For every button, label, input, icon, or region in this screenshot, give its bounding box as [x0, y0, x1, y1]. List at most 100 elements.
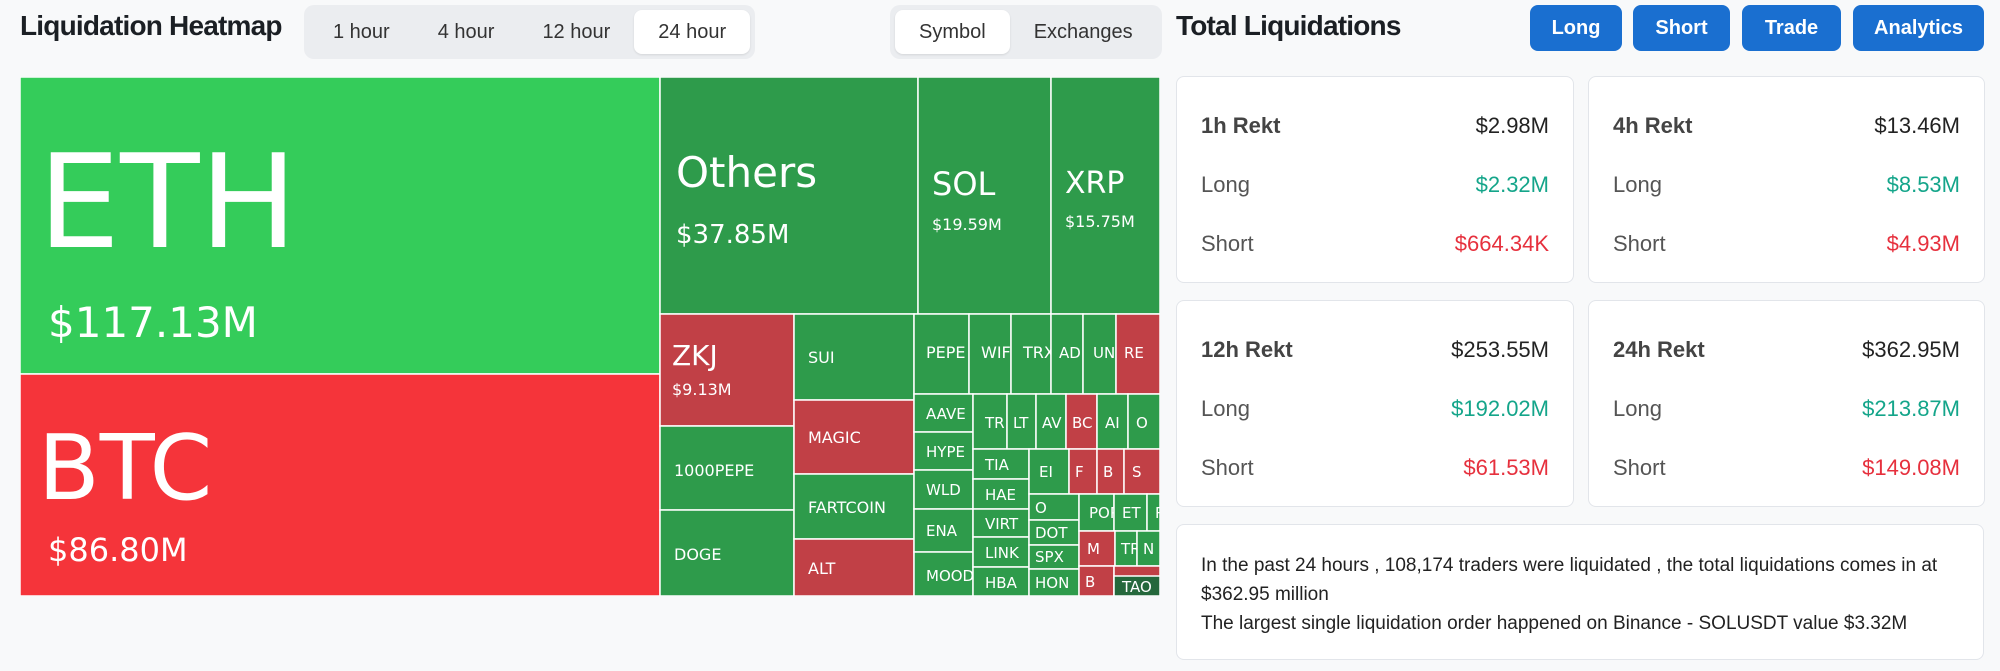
heatmap-symbol: WIF: [981, 343, 1011, 362]
heatmap-tile-un[interactable]: UN: [1082, 313, 1117, 395]
short-button[interactable]: Short: [1633, 5, 1730, 51]
heatmap-tile-bc[interactable]: BC: [1065, 393, 1098, 450]
heatmap-tile-hae[interactable]: HAE: [972, 478, 1030, 510]
heatmap-tile-m[interactable]: M: [1078, 530, 1116, 567]
heatmap-tile-1000pepe[interactable]: 1000PEPE: [659, 425, 795, 511]
heatmap-tile-b[interactable]: B: [1078, 565, 1115, 596]
heatmap-tile-bg: [659, 313, 795, 427]
heatmap-tile-tao[interactable]: TAO: [1113, 575, 1160, 596]
heatmap-symbol: EI: [1039, 463, 1053, 481]
heatmap-tile-virt[interactable]: VIRT: [972, 508, 1030, 538]
tab-exchanges[interactable]: Exchanges: [1033, 21, 1133, 43]
heatmap-tile-wld[interactable]: WLD: [913, 469, 974, 510]
tab-1-hour[interactable]: 1 hour: [333, 21, 390, 43]
heatmap-symbol: HYPE: [926, 443, 965, 461]
tab-4-hour[interactable]: 4 hour: [437, 21, 495, 43]
heatmap-symbol: RI: [1155, 504, 1160, 522]
card-long-value: $192.02M: [1451, 396, 1549, 421]
trade-button[interactable]: Trade: [1742, 5, 1841, 51]
heatmap-tile-wif[interactable]: WIF: [968, 313, 1012, 395]
heatmap-tile-s[interactable]: S: [1123, 448, 1160, 495]
heatmap-tile-trx[interactable]: TRX: [1010, 313, 1055, 395]
card-total: $13.46M: [1874, 113, 1960, 138]
heatmap-tile-ena[interactable]: ENA: [913, 508, 974, 553]
heatmap-tile-fartcoin[interactable]: FARTCOIN: [793, 473, 915, 540]
heatmap-tile-sui[interactable]: SUI: [793, 313, 915, 401]
heatmap-tile-pepe[interactable]: PEPE: [913, 313, 970, 395]
heatmap-tile-o[interactable]: O: [1127, 393, 1160, 450]
heatmap-symbol: N: [1143, 540, 1154, 558]
heatmap-symbol: WLD: [926, 481, 961, 499]
heatmap-tile-bg: [1115, 313, 1160, 395]
heatmap-symbol: ETH: [38, 126, 297, 278]
heatmap-tile-ri[interactable]: RI: [1146, 493, 1160, 532]
tab-symbol[interactable]: Symbol: [895, 10, 1010, 54]
heatmap-symbol: AD: [1059, 344, 1081, 362]
card-short-label: Short: [1613, 231, 1666, 256]
heatmap-tile-bg: [793, 399, 915, 475]
heatmap-symbol: PEPE: [926, 343, 966, 362]
heatmap-symbol: VIRT: [985, 515, 1019, 533]
heatmap-tile-zkj[interactable]: ZKJ $9.13M: [659, 313, 795, 427]
heatmap-value: $37.85M: [676, 220, 789, 250]
heatmap-value: $86.80M: [48, 531, 188, 569]
tab-12-hour[interactable]: 12 hour: [542, 21, 611, 43]
heatmap-symbol: RE: [1124, 344, 1144, 362]
heatmap-tile-doge[interactable]: DOGE: [659, 509, 795, 596]
heatmap-tile-pop[interactable]: POP: [1078, 493, 1119, 532]
heatmap-tile-hon[interactable]: HON: [1028, 568, 1080, 596]
heatmap-tile-tr[interactable]: TR: [972, 393, 1008, 450]
heatmap-symbol: DOT: [1035, 524, 1068, 542]
heatmap-symbol: O: [1136, 414, 1148, 432]
heatmap-tile-bg: [913, 508, 974, 553]
heatmap-tile-link[interactable]: LINK: [972, 536, 1030, 568]
card-4h-rekt: 4h Rekt $13.46M Long $8.53M Short $4.93M: [1588, 76, 1985, 283]
heatmap-tile-aave[interactable]: AAVE: [913, 393, 974, 433]
heatmap-symbol: BTC: [38, 416, 212, 521]
heatmap-symbol: TRX: [1022, 343, 1055, 362]
heatmap-tile-ad[interactable]: AD: [1050, 313, 1084, 395]
heatmap-tile-tia[interactable]: TIA: [972, 448, 1030, 480]
card-12h-rekt: 12h Rekt $253.55M Long $192.02M Short $61.5…: [1176, 300, 1574, 507]
heatmap-tile-lt[interactable]: LT: [1006, 393, 1037, 450]
heatmap-tile-hype[interactable]: HYPE: [913, 431, 974, 471]
heatmap-tile-xrp[interactable]: XRP $15.75M: [1050, 77, 1160, 315]
heatmap-tile-ei[interactable]: EI: [1028, 448, 1070, 495]
heatmap-value: $19.59M: [932, 215, 1002, 234]
heatmap-symbol: ENA: [926, 522, 958, 540]
tab-24-hour[interactable]: 24 hour: [634, 10, 751, 54]
heatmap-symbol: AAVE: [926, 405, 966, 423]
heatmap-symbol: O: [1035, 499, 1047, 517]
heatmap-tile-sol[interactable]: SOL $19.59M: [917, 77, 1052, 315]
card-period: 4h Rekt: [1613, 113, 1693, 138]
heatmap-tile-mood[interactable]: MOOD: [913, 551, 974, 596]
heatmap-tile-n[interactable]: N: [1136, 530, 1160, 567]
heatmap-tile-spx[interactable]: SPX: [1028, 544, 1080, 570]
heatmap-tile-bg: [793, 313, 915, 401]
heatmap-tile-bg: [913, 431, 974, 471]
heatmap-tile-f[interactable]: F: [1068, 448, 1098, 495]
analytics-button[interactable]: Analytics: [1853, 5, 1984, 51]
heatmap-symbol: POP: [1089, 504, 1119, 522]
heatmap-tile-bg: [20, 77, 661, 375]
heatmap-tile-bg: [1078, 565, 1115, 596]
heatmap-tile-bg: [1050, 77, 1160, 315]
heatmap-tile-magic[interactable]: MAGIC: [793, 399, 915, 475]
heatmap-tile-btc[interactable]: BTC $86.80M: [20, 373, 661, 596]
card-short-label: Short: [1201, 455, 1254, 480]
heatmap-tile-alt[interactable]: ALT: [793, 538, 915, 596]
heatmap-tile-re[interactable]: RE: [1115, 313, 1160, 395]
heatmap-symbol: ZKJ: [672, 339, 718, 372]
heatmap-tile-ai[interactable]: AI: [1096, 393, 1129, 450]
long-button[interactable]: Long: [1530, 5, 1622, 51]
heatmap-tile-hba[interactable]: HBA: [972, 566, 1030, 596]
heatmap-symbol: SPX: [1035, 548, 1064, 566]
heatmap-tile-o[interactable]: O: [1028, 493, 1080, 521]
heatmap-tile-b[interactable]: B: [1096, 448, 1125, 495]
heatmap-tile-av[interactable]: AV: [1035, 393, 1067, 450]
heatmap-tile-eth[interactable]: ETH $117.13M: [20, 77, 661, 375]
heatmap-symbol: HON: [1035, 574, 1069, 592]
heatmap-tile-et[interactable]: ET: [1113, 493, 1148, 532]
heatmap-tile-dot[interactable]: DOT: [1028, 519, 1080, 546]
heatmap-tile-others[interactable]: Others $37.85M: [659, 77, 919, 315]
